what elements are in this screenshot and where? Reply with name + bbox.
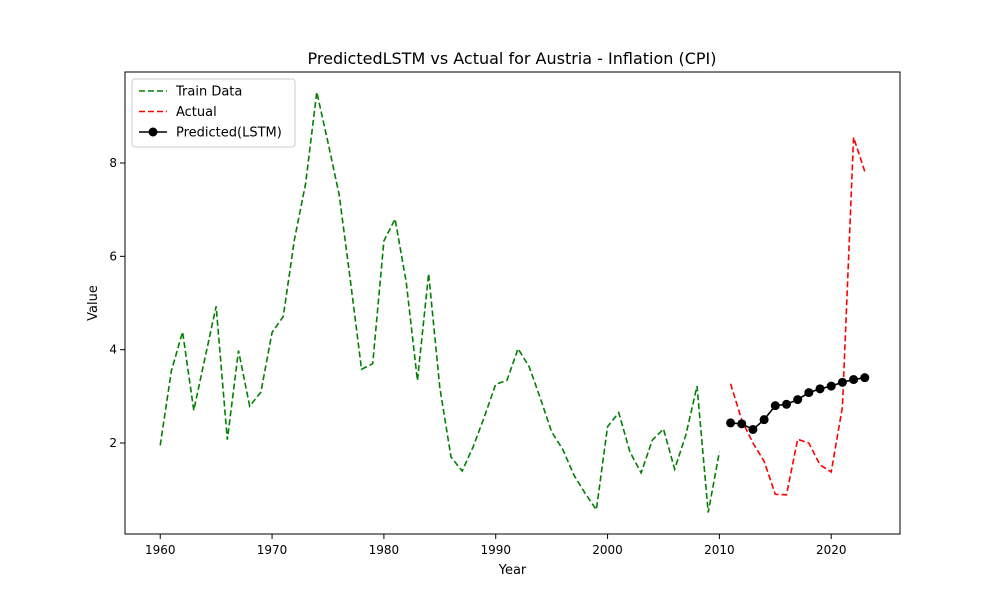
data-point-predicted-lstm	[770, 401, 780, 411]
series-layer	[159, 91, 870, 513]
y-tick-label: 8	[109, 156, 117, 170]
data-point-predicted-lstm	[759, 415, 769, 425]
chart-title: PredictedLSTM vs Actual for Austria - In…	[308, 49, 717, 68]
x-tick-label: 1970	[257, 543, 288, 557]
series-line-actual	[729, 137, 866, 496]
legend: Train Data Actual Predicted(LSTM)	[131, 78, 296, 148]
y-tick-label: 4	[109, 343, 117, 357]
legend-label: Actual	[176, 105, 217, 120]
y-tick-label: 2	[109, 436, 117, 450]
data-point-predicted-lstm	[849, 375, 859, 385]
series-train-data	[159, 91, 721, 513]
x-axis-label: Year	[498, 563, 527, 578]
series-predicted-lstm	[726, 373, 870, 434]
x-tick-label: 2000	[592, 543, 623, 557]
data-point-predicted-lstm	[804, 388, 814, 398]
legend-label: Predicted(LSTM)	[176, 126, 282, 141]
plot-frame	[124, 71, 901, 535]
series-actual	[729, 137, 866, 496]
legend-label: Train Data	[175, 85, 242, 100]
x-tick-label: 1990	[480, 543, 511, 557]
data-point-predicted-lstm	[826, 381, 836, 391]
x-tick-label: 1960	[145, 543, 176, 557]
data-point-predicted-lstm	[748, 424, 758, 434]
data-point-predicted-lstm	[815, 384, 825, 394]
legend-item-train-data: Train Data	[139, 85, 242, 100]
data-point-predicted-lstm	[793, 395, 803, 405]
y-axis: 2 4 6 8	[109, 156, 125, 450]
data-point-predicted-lstm	[737, 419, 747, 429]
data-point-predicted-lstm	[837, 377, 847, 387]
x-axis: 1960 1970 1980 1990 2000 2010 2020	[145, 534, 847, 557]
x-tick-label: 2020	[816, 543, 847, 557]
y-tick-label: 6	[109, 249, 117, 263]
x-tick-label: 2010	[704, 543, 735, 557]
series-line-train-data	[159, 91, 721, 513]
x-tick-label: 1980	[369, 543, 400, 557]
data-point-predicted-lstm	[781, 399, 791, 409]
y-axis-label: Value	[86, 285, 101, 321]
legend-item-actual: Actual	[139, 105, 217, 120]
data-point-predicted-lstm	[726, 418, 736, 428]
legend-marker	[148, 127, 158, 137]
legend-item-predicted-lstm: Predicted(LSTM)	[139, 126, 282, 141]
data-point-predicted-lstm	[860, 373, 870, 383]
legend-box	[131, 78, 296, 148]
